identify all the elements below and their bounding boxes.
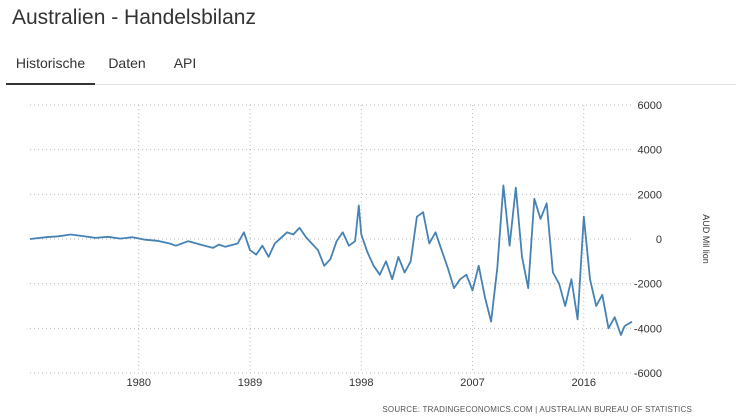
x-tick-label: 1980 (127, 377, 151, 389)
x-tick-label: 2016 (572, 377, 596, 389)
trade-balance-chart: 6000 4000 2000 0 -2000 -4000 -6000 1980 1989 1998… (29, 100, 711, 389)
tab-api[interactable]: API (173, 55, 197, 71)
series-line (29, 184, 633, 336)
tab-bar: Historische Daten API (6, 42, 736, 85)
y-tick-label: -6000 (634, 368, 662, 380)
y-tick-label: 2000 (638, 189, 662, 201)
x-tick-label: 1998 (349, 377, 373, 389)
x-tick-label: 1989 (238, 377, 262, 389)
y-tick-label: 0 (656, 234, 662, 246)
tab-historische[interactable]: Historische (6, 42, 95, 85)
tab-daten[interactable]: Daten (108, 55, 146, 71)
source-note: SOURCE: TRADINGECONOMICS.COM | AUSTRALIA… (382, 405, 692, 414)
x-tick-label: 2007 (460, 377, 484, 389)
page-title: Australien - Handelsbilanz (12, 6, 256, 29)
y-tick-label: 6000 (638, 100, 662, 112)
y-tick-label: -2000 (634, 279, 662, 291)
y-axis-label: AUD Mil lion (701, 214, 711, 264)
y-tick-label: -4000 (634, 323, 662, 335)
line-layer (29, 184, 633, 336)
grid-layer (30, 104, 632, 374)
label-layer: 6000 4000 2000 0 -2000 -4000 -6000 1980 1989 1998… (127, 100, 711, 389)
y-tick-label: 4000 (638, 145, 662, 157)
